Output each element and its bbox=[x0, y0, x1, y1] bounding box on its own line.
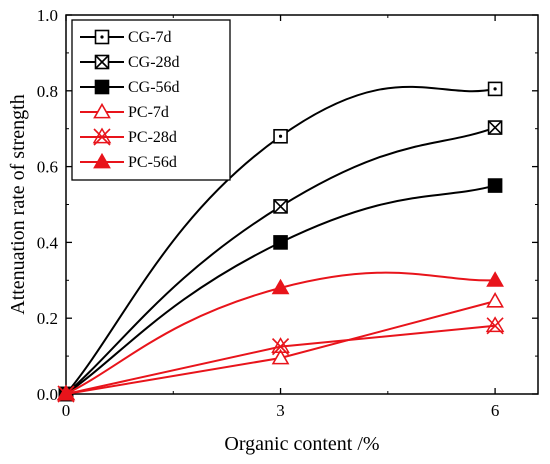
data-point-PC-7d-6 bbox=[486, 292, 504, 308]
legend-marker-CG-56d bbox=[94, 79, 110, 95]
x-axis-label: Organic content /% bbox=[224, 433, 379, 455]
series-layer bbox=[56, 81, 505, 403]
data-point-CG-28d-6 bbox=[487, 120, 503, 135]
data-point-PC-28d-3 bbox=[271, 337, 290, 356]
data-point-CG-7d-6 bbox=[487, 81, 503, 97]
y-tick-label: 0.4 bbox=[37, 233, 59, 252]
axes: 0.0 0.2 0.4 0.6 0.8 1.0 0 3 6 Organic content /% A… bbox=[7, 6, 539, 455]
data-point-CG-56d-3 bbox=[273, 235, 288, 250]
legend-box bbox=[71, 19, 231, 181]
legend-label-CG-56d: CG-56d bbox=[128, 79, 180, 96]
legend-marker-CG-7d bbox=[94, 29, 110, 45]
y-tick-label: 0.8 bbox=[37, 82, 58, 101]
legend-marker-CG-28d bbox=[94, 54, 110, 70]
legend-marker-PC-7d bbox=[93, 102, 111, 119]
data-point-CG-7d-3 bbox=[273, 128, 288, 144]
y-tick-label: 0.0 bbox=[37, 385, 58, 404]
y-tick-label: 0.6 bbox=[37, 158, 58, 177]
data-point-PC-56d-3 bbox=[271, 278, 290, 295]
data-point-PC-56d-0 bbox=[57, 384, 75, 401]
x-tick-label: 6 bbox=[491, 401, 500, 420]
legend-label-CG-28d: CG-28d bbox=[128, 54, 180, 71]
legend-label-PC-7d: PC-7d bbox=[128, 104, 169, 121]
data-point-PC-56d-6 bbox=[486, 271, 504, 287]
legend-label-PC-56d: PC-56d bbox=[128, 154, 177, 171]
x-tick-label: 3 bbox=[276, 401, 285, 420]
legend: CG-7d CG-28d CG-56d PC-7d PC-28d PC-56d bbox=[71, 19, 231, 181]
y-tick-label: 1.0 bbox=[37, 6, 58, 25]
data-point-PC-7d-3 bbox=[271, 348, 290, 365]
legend-label-CG-7d: CG-7d bbox=[128, 29, 172, 46]
legend-marker-PC-56d bbox=[93, 152, 111, 169]
y-tick-label: 0.2 bbox=[37, 309, 58, 328]
x-tick-label: 0 bbox=[62, 401, 71, 420]
data-point-PC-28d-6 bbox=[485, 316, 505, 335]
legend-label-PC-28d: PC-28d bbox=[128, 129, 177, 146]
data-point-CG-28d-3 bbox=[273, 199, 288, 214]
legend-marker-PC-28d bbox=[92, 127, 112, 146]
y-axis-label: Attenuation rate of strength bbox=[7, 94, 29, 315]
data-point-CG-56d-6 bbox=[487, 178, 503, 193]
